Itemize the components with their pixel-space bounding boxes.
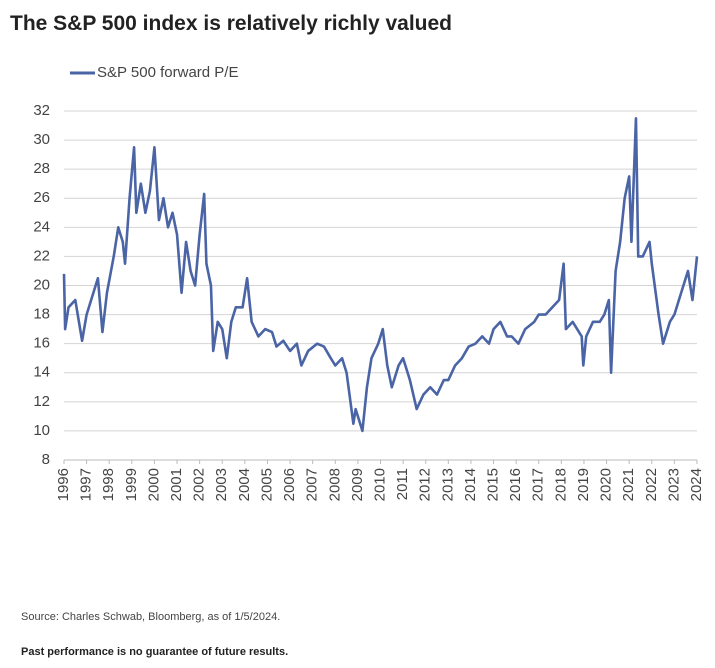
legend-label: S&P 500 forward P/E (97, 64, 238, 81)
x-tick-label: 1997 (78, 468, 95, 501)
x-tick-label: 2015 (485, 468, 502, 501)
x-tick-label: 2000 (145, 468, 162, 501)
x-tick-label: 2020 (598, 468, 615, 501)
x-tick-label: 2006 (281, 468, 298, 501)
x-tick-label: 2010 (371, 468, 388, 501)
y-tick-label: 32 (33, 102, 50, 119)
y-tick-label: 8 (42, 451, 50, 468)
x-tick-label: 2005 (258, 468, 275, 501)
x-tick-label: 1996 (55, 468, 72, 501)
x-tick-label: 2022 (643, 468, 660, 501)
y-tick-label: 16 (33, 335, 50, 352)
y-tick-label: 26 (33, 189, 50, 206)
x-tick-label: 2017 (530, 468, 547, 501)
x-tick-label: 2012 (417, 468, 434, 501)
y-tick-label: 22 (33, 247, 50, 264)
x-tick-label: 2024 (688, 468, 705, 501)
y-tick-label: 24 (33, 218, 50, 235)
x-tick-label: 2004 (236, 468, 253, 501)
x-tick-label: 2013 (439, 468, 456, 501)
x-tick-label: 2007 (304, 468, 321, 501)
source-note: Source: Charles Schwab, Bloomberg, as of… (21, 611, 280, 623)
x-tick-label: 2016 (507, 468, 524, 501)
x-tick-label: 2009 (349, 468, 366, 501)
chart-title: The S&P 500 index is relatively richly v… (10, 12, 452, 35)
x-tick-label: 2011 (394, 468, 411, 500)
x-tick-label: 2023 (665, 468, 682, 501)
x-tick-label: 2008 (326, 468, 343, 501)
x-tick-label: 2003 (213, 468, 230, 501)
x-tick-label: 2002 (191, 468, 208, 501)
y-tick-label: 12 (33, 393, 50, 410)
x-tick-label: 2018 (552, 468, 569, 501)
x-tick-label: 1998 (100, 468, 117, 501)
x-tick-label: 2019 (575, 468, 592, 501)
x-tick-label: 2014 (462, 468, 479, 501)
y-tick-label: 14 (33, 364, 50, 381)
y-tick-label: 10 (33, 422, 50, 439)
x-tick-label: 2001 (168, 468, 185, 501)
data-line (62, 116, 699, 433)
footnote: Past performance is no guarantee of futu… (21, 646, 288, 658)
y-tick-label: 20 (33, 276, 50, 293)
x-tick-label: 1999 (123, 468, 140, 501)
y-tick-label: 28 (33, 160, 50, 177)
y-tick-label: 18 (33, 306, 50, 323)
x-tick-label: 2021 (620, 468, 637, 501)
y-tick-label: 30 (33, 131, 50, 148)
